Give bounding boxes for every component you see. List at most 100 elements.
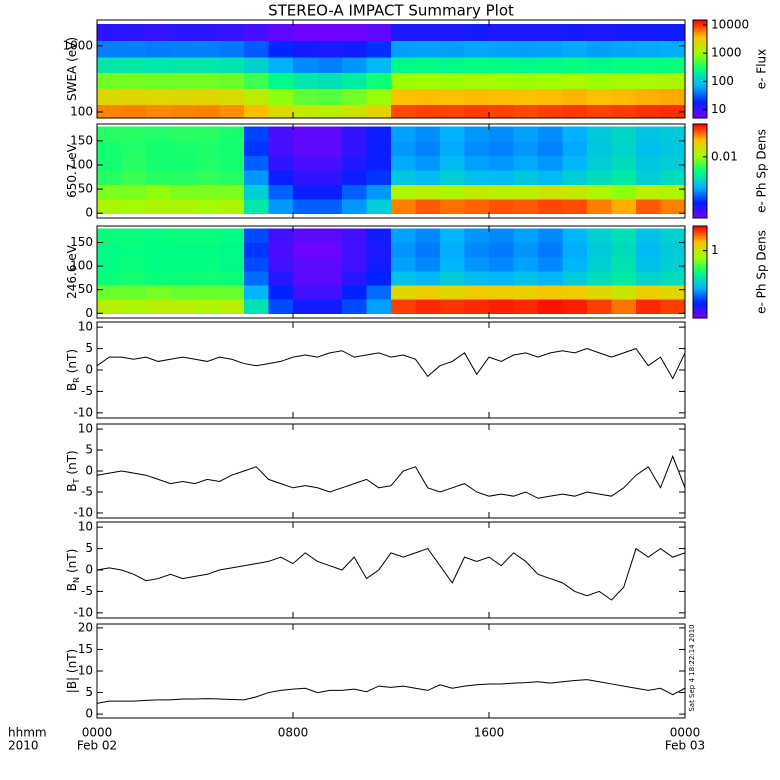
colorbar-swatch: [693, 191, 707, 194]
spectrogram-cell: [342, 155, 368, 171]
colorbar-swatch: [693, 298, 707, 301]
colorbar-swatch: [693, 188, 707, 191]
colorbar-swatch: [693, 288, 707, 291]
spectrogram-cell: [611, 126, 637, 142]
y-axis-label: BN (nT): [65, 549, 82, 592]
spectrogram-cell: [440, 24, 466, 42]
spectrogram-cell: [415, 198, 441, 214]
colorbar-swatch: [693, 31, 707, 34]
colorbar-swatch: [693, 241, 707, 244]
colorbar-frame: [692, 19, 708, 119]
spectrogram-cell: [513, 169, 539, 185]
x-tick-label: 0000: [82, 726, 113, 740]
spectrogram-cell: [219, 169, 245, 185]
colorbar-swatch: [693, 227, 707, 230]
colorbar-swatch: [693, 163, 707, 166]
y-axis-label: BT (nT): [65, 450, 82, 491]
colorbar-swatch: [693, 244, 707, 247]
spectrogram-cell: [489, 198, 515, 214]
spectrogram-cell: [293, 126, 319, 142]
spectrogram-cell: [195, 242, 221, 258]
x-axis-label-bottom: 2010: [8, 739, 39, 753]
spectrogram-cell: [195, 104, 221, 118]
spectrogram-cell: [317, 140, 343, 156]
spectrogram-cell: [97, 228, 123, 244]
y-label-unit: (nT): [65, 549, 79, 573]
y-tick-label: -5: [81, 384, 93, 398]
colorbar-swatch: [693, 42, 707, 46]
spectrogram-cell: [366, 104, 392, 118]
y-label-main: B: [65, 383, 79, 391]
spectrogram-cell: [587, 140, 613, 156]
spectrogram-cell: [366, 184, 392, 200]
spectrogram-cell: [587, 104, 613, 118]
spectrogram-cell: [268, 184, 294, 200]
colorbar-swatch: [693, 202, 707, 205]
spectrogram-cell: [636, 140, 662, 156]
spectrogram-cell: [195, 40, 221, 58]
spectrogram-cell: [391, 40, 417, 58]
spectrogram-cell: [366, 140, 392, 156]
spectrogram-cell: [440, 40, 466, 58]
y-tick-label: 100: [70, 259, 93, 273]
spectrogram-cell: [170, 40, 196, 58]
spectrogram-cell: [636, 256, 662, 272]
spectrogram-cell: [587, 228, 613, 244]
colorbar-swatch: [693, 90, 707, 93]
spectrogram-cell: [660, 270, 685, 286]
spectrogram-cell: [562, 140, 588, 156]
colorbar-swatch: [693, 141, 707, 144]
colorbar-swatch: [693, 265, 707, 268]
spectrogram-cell: [562, 40, 588, 58]
y-tick-label: -5: [81, 584, 93, 598]
colorbar-swatch: [693, 54, 707, 57]
spectrogram-cell: [317, 299, 343, 314]
spectrogram-cell: [415, 228, 441, 244]
spectrogram-cell: [317, 56, 343, 74]
colorbar-swatch: [693, 270, 707, 273]
colorbar-swatch: [693, 238, 707, 241]
spectrogram-cell: [587, 270, 613, 286]
spectrogram-cell: [489, 284, 515, 300]
colorbar-swatch: [693, 98, 707, 101]
panel-frame: [96, 19, 686, 119]
spectrogram-cell: [513, 56, 539, 74]
spectrogram-cell: [219, 56, 245, 74]
spectrogram-cell: [268, 126, 294, 142]
spectrogram-cell: [611, 284, 637, 300]
colorbar-swatch: [693, 34, 707, 37]
y-tick-label: 100: [70, 104, 93, 118]
spectrogram-cell: [146, 126, 172, 142]
y-tick-label: 0: [85, 206, 93, 220]
colorbar-swatch: [693, 207, 707, 210]
spectrogram-cell: [513, 299, 539, 314]
panel-3: [97, 347, 685, 380]
spectrogram-cell: [219, 104, 245, 118]
colorbar-swatch: [693, 235, 707, 238]
spectrogram-cell: [195, 299, 221, 314]
colorbar-swatch: [693, 78, 707, 82]
spectrogram-cell: [587, 198, 613, 214]
colorbar-swatch: [693, 258, 707, 261]
colorbar-label: e- Flux: [755, 49, 769, 89]
spectrogram-cell: [317, 242, 343, 258]
spectrogram-cell: [121, 256, 147, 272]
spectrogram-cell: [195, 56, 221, 74]
spectrogram-cell: [195, 126, 221, 142]
spectrogram-cell: [244, 40, 270, 58]
colorbar-swatch: [693, 181, 707, 185]
spectrogram-cell: [219, 72, 245, 90]
spectrogram-cell: [415, 299, 441, 314]
spectrogram-cell: [489, 155, 515, 171]
spectrogram-cell: [538, 198, 564, 214]
spectrogram-cell: [538, 24, 564, 42]
colorbar-swatch: [693, 313, 707, 316]
spectrogram-cell: [562, 56, 588, 74]
spectrogram-cell: [391, 299, 417, 314]
spectrogram-cell: [464, 140, 490, 156]
spectrogram-cell: [342, 256, 368, 272]
y-tick-label: 10: [78, 422, 93, 436]
colorbar-swatch: [693, 65, 707, 68]
colorbar-swatch: [693, 175, 707, 178]
colorbar-swatch: [693, 116, 707, 119]
